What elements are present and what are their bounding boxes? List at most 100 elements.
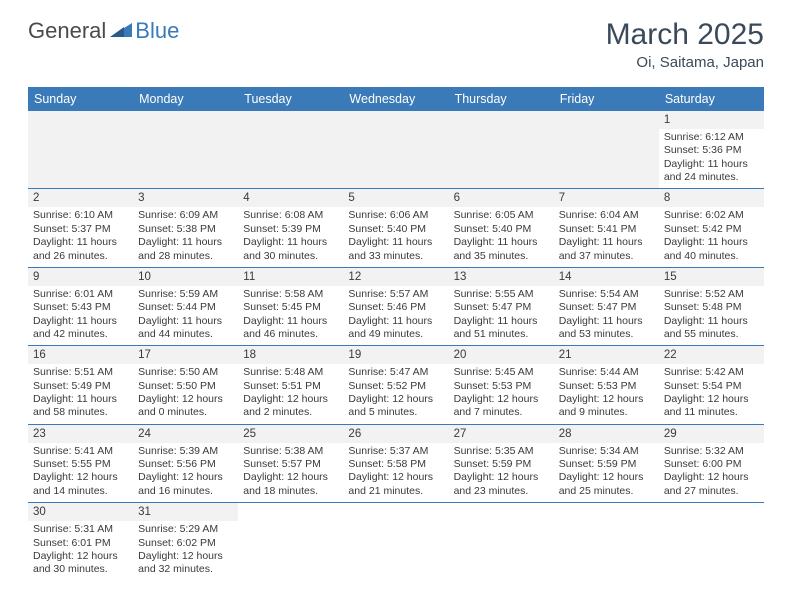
sunrise-text: Sunrise: 6:08 AM — [243, 209, 338, 222]
daylight1-text: Daylight: 12 hours — [243, 393, 338, 406]
day-number: 25 — [238, 425, 343, 443]
daylight2-text: and 5 minutes. — [348, 406, 443, 419]
daylight1-text: Daylight: 12 hours — [348, 393, 443, 406]
day-number: 15 — [659, 268, 764, 286]
sunrise-text: Sunrise: 5:35 AM — [454, 445, 549, 458]
sunrise-text: Sunrise: 5:52 AM — [664, 288, 759, 301]
daylight1-text: Daylight: 11 hours — [664, 158, 759, 171]
sunset-text: Sunset: 5:43 PM — [33, 301, 128, 314]
day-number: 28 — [554, 425, 659, 443]
sunset-text: Sunset: 5:54 PM — [664, 380, 759, 393]
sunrise-text: Sunrise: 5:59 AM — [138, 288, 233, 301]
sunset-text: Sunset: 5:39 PM — [243, 223, 338, 236]
daylight2-text: and 44 minutes. — [138, 328, 233, 341]
daylight2-text: and 51 minutes. — [454, 328, 549, 341]
daylight2-text: and 14 minutes. — [33, 485, 128, 498]
calendar-cell: 19Sunrise: 5:47 AMSunset: 5:52 PMDayligh… — [343, 346, 448, 423]
sunrise-text: Sunrise: 5:45 AM — [454, 366, 549, 379]
sunset-text: Sunset: 6:02 PM — [138, 537, 233, 550]
week-row: 1Sunrise: 6:12 AMSunset: 5:36 PMDaylight… — [28, 111, 764, 189]
calendar-cell-blank — [343, 503, 448, 580]
sunrise-text: Sunrise: 5:50 AM — [138, 366, 233, 379]
day-number: 23 — [28, 425, 133, 443]
calendar-cell-blank — [238, 111, 343, 188]
day-header-cell: Saturday — [659, 87, 764, 111]
sunset-text: Sunset: 5:38 PM — [138, 223, 233, 236]
sunrise-text: Sunrise: 5:29 AM — [138, 523, 233, 536]
sunrise-text: Sunrise: 6:12 AM — [664, 131, 759, 144]
sunset-text: Sunset: 5:57 PM — [243, 458, 338, 471]
day-number: 6 — [449, 189, 554, 207]
calendar-cell-blank — [133, 111, 238, 188]
calendar-cell: 8Sunrise: 6:02 AMSunset: 5:42 PMDaylight… — [659, 189, 764, 266]
week-row: 9Sunrise: 6:01 AMSunset: 5:43 PMDaylight… — [28, 268, 764, 346]
sunset-text: Sunset: 5:55 PM — [33, 458, 128, 471]
daylight1-text: Daylight: 11 hours — [243, 236, 338, 249]
day-header-cell: Monday — [133, 87, 238, 111]
day-number: 12 — [343, 268, 448, 286]
daylight1-text: Daylight: 12 hours — [138, 471, 233, 484]
daylight1-text: Daylight: 11 hours — [33, 315, 128, 328]
calendar-cell: 30Sunrise: 5:31 AMSunset: 6:01 PMDayligh… — [28, 503, 133, 580]
daylight2-text: and 28 minutes. — [138, 250, 233, 263]
calendar-cell: 7Sunrise: 6:04 AMSunset: 5:41 PMDaylight… — [554, 189, 659, 266]
daylight1-text: Daylight: 11 hours — [33, 393, 128, 406]
calendar-cell: 11Sunrise: 5:58 AMSunset: 5:45 PMDayligh… — [238, 268, 343, 345]
page-header: General Blue March 2025 Oi, Saitama, Jap… — [0, 0, 792, 81]
daylight1-text: Daylight: 11 hours — [454, 236, 549, 249]
calendar-cell: 18 Sunrise: 5:48 AMSunset: 5:51 PMDayligh… — [238, 346, 343, 423]
daylight1-text: Daylight: 11 hours — [348, 236, 443, 249]
sunset-text: Sunset: 5:53 PM — [454, 380, 549, 393]
sunrise-text: Sunrise: 5:51 AM — [33, 366, 128, 379]
sunrise-text: Sunrise: 6:09 AM — [138, 209, 233, 222]
week-row: 16Sunrise: 5:51 AMSunset: 5:49 PMDayligh… — [28, 346, 764, 424]
daylight2-text: and 27 minutes. — [664, 485, 759, 498]
sunrise-text: Sunrise: 5:31 AM — [33, 523, 128, 536]
sunset-text: Sunset: 5:51 PM — [243, 380, 338, 393]
sunrise-text: Sunrise: 5:48 AM — [243, 366, 338, 379]
sunset-text: Sunset: 6:00 PM — [664, 458, 759, 471]
calendar: SundayMondayTuesdayWednesdayThursdayFrid… — [28, 87, 764, 581]
sunset-text: Sunset: 5:45 PM — [243, 301, 338, 314]
daylight1-text: Daylight: 11 hours — [348, 315, 443, 328]
calendar-cell: 24Sunrise: 5:39 AMSunset: 5:56 PMDayligh… — [133, 425, 238, 502]
calendar-cell: 27Sunrise: 5:35 AMSunset: 5:59 PMDayligh… — [449, 425, 554, 502]
daylight2-text: and 35 minutes. — [454, 250, 549, 263]
calendar-cell: 31Sunrise: 5:29 AMSunset: 6:02 PMDayligh… — [133, 503, 238, 580]
sunset-text: Sunset: 5:40 PM — [348, 223, 443, 236]
calendar-cell: 29Sunrise: 5:32 AMSunset: 6:00 PMDayligh… — [659, 425, 764, 502]
calendar-cell-blank — [343, 111, 448, 188]
calendar-cell: 28Sunrise: 5:34 AMSunset: 5:59 PMDayligh… — [554, 425, 659, 502]
day-number: 5 — [343, 189, 448, 207]
day-number: 29 — [659, 425, 764, 443]
daylight1-text: Daylight: 11 hours — [559, 236, 654, 249]
title-block: March 2025 Oi, Saitama, Japan — [606, 18, 764, 71]
day-number: 13 — [449, 268, 554, 286]
calendar-cell: 10Sunrise: 5:59 AMSunset: 5:44 PMDayligh… — [133, 268, 238, 345]
day-number: 1 — [659, 111, 764, 129]
day-number: 11 — [238, 268, 343, 286]
sunset-text: Sunset: 5:41 PM — [559, 223, 654, 236]
day-header-row: SundayMondayTuesdayWednesdayThursdayFrid… — [28, 87, 764, 111]
daylight1-text: Daylight: 12 hours — [559, 471, 654, 484]
sunrise-text: Sunrise: 6:10 AM — [33, 209, 128, 222]
daylight1-text: Daylight: 12 hours — [664, 471, 759, 484]
sunset-text: Sunset: 5:44 PM — [138, 301, 233, 314]
sunrise-text: Sunrise: 5:42 AM — [664, 366, 759, 379]
daylight2-text: and 55 minutes. — [664, 328, 759, 341]
day-number: 16 — [28, 346, 133, 364]
sunset-text: Sunset: 6:01 PM — [33, 537, 128, 550]
sunset-text: Sunset: 5:40 PM — [454, 223, 549, 236]
daylight2-text: and 18 minutes. — [243, 485, 338, 498]
logo-text-blue: Blue — [135, 18, 179, 44]
day-header-cell: Sunday — [28, 87, 133, 111]
day-number: 18 — [238, 346, 343, 364]
daylight1-text: Daylight: 12 hours — [33, 550, 128, 563]
daylight2-text: and 24 minutes. — [664, 171, 759, 184]
daylight1-text: Daylight: 12 hours — [348, 471, 443, 484]
daylight2-text: and 30 minutes. — [243, 250, 338, 263]
calendar-cell-blank — [554, 503, 659, 580]
calendar-cell: 21Sunrise: 5:44 AMSunset: 5:53 PMDayligh… — [554, 346, 659, 423]
daylight2-text: and 7 minutes. — [454, 406, 549, 419]
daylight2-text: and 23 minutes. — [454, 485, 549, 498]
